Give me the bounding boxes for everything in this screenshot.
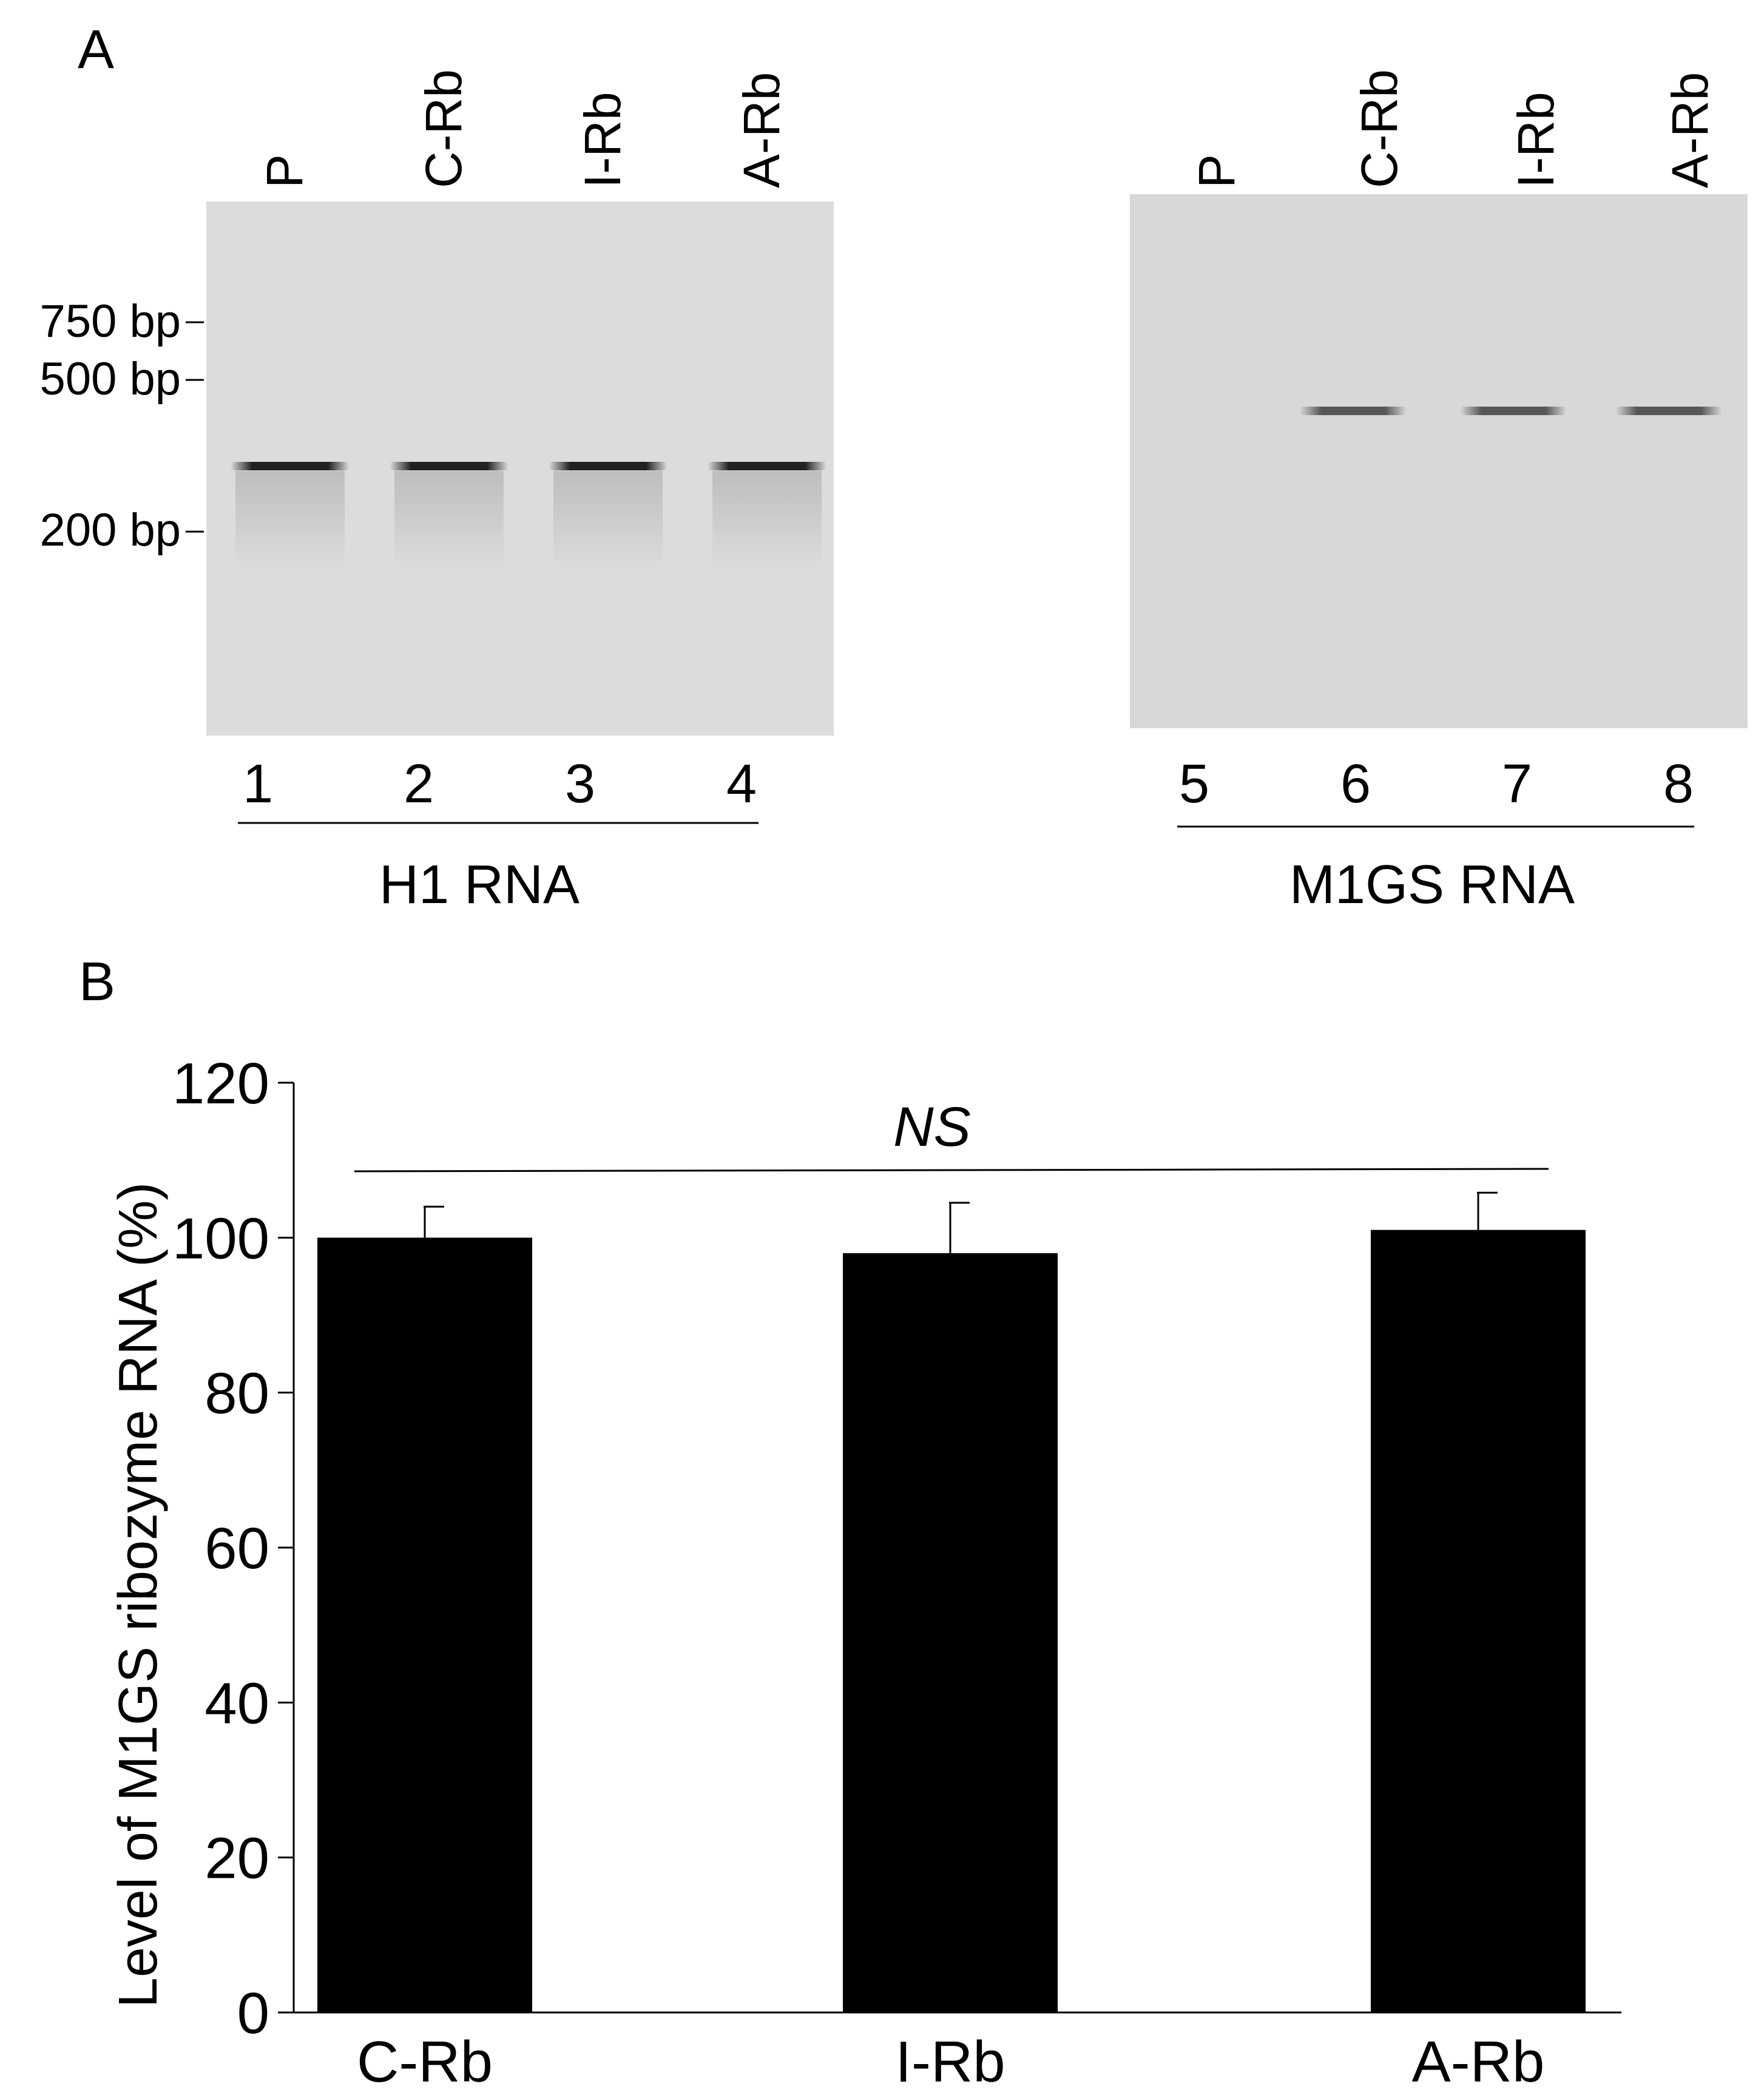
y-tick-label-120: 120: [172, 1051, 269, 1116]
ns-bracket-line: [354, 1168, 1549, 1173]
gel-left-lane-number-4: 4: [726, 754, 757, 814]
gel-left-smear-3: [553, 471, 663, 568]
gel-left-lane-header-1: P: [256, 154, 313, 188]
bar-chart: Level of M1GS ribozyme RNA (%) 0 20 40 60 80…: [108, 1051, 1621, 2094]
y-ticks: 0 20 40 60 80 100 120: [172, 1051, 294, 2046]
panel-b-letter: B: [79, 952, 115, 1012]
ns-annotation: NS: [893, 1096, 971, 1158]
x-tick-label-i-rb: I-Rb: [895, 2029, 1005, 2094]
y-tick-label-0: 0: [237, 1981, 269, 2046]
x-tick-label-a-rb: A-Rb: [1412, 2029, 1545, 2094]
gel-left-lane-header-3: I-Rb: [574, 92, 631, 188]
gel-left-smear-1: [235, 471, 345, 568]
size-marker-500: 500 bp: [40, 353, 181, 405]
y-tick-label-20: 20: [204, 1826, 269, 1891]
gel-right-image: [1130, 194, 1748, 728]
gel-left-lane-header-4: A-Rb: [733, 72, 790, 188]
gel-left-smear-4: [712, 471, 822, 568]
gel-right-lane-header-2: C-Rb: [1351, 69, 1408, 188]
gel-left-bands: [231, 462, 826, 568]
gel-left-lane-header-2: C-Rb: [415, 69, 472, 188]
gel-right-lane-number-5: 5: [1179, 754, 1209, 814]
gel-right-lane-number-8: 8: [1663, 754, 1694, 814]
gel-right-bands: [1300, 407, 1722, 415]
gel-left-smear-2: [394, 471, 504, 568]
gel-right-title: M1GS RNA: [1289, 855, 1575, 915]
bar-i-rb: [843, 1253, 1058, 2012]
gel-right-lane-number-6: 6: [1340, 754, 1371, 814]
y-tick-label-80: 80: [204, 1361, 269, 1426]
size-marker-200: 200 bp: [40, 504, 181, 556]
gel-left-title: H1 RNA: [379, 855, 580, 915]
gel-right: P C-Rb I-Rb A-Rb 5 6 7 8 M1GS RNA: [1130, 69, 1748, 915]
gel-right-band-8: [1615, 407, 1722, 415]
gel-left-lane-number-2: 2: [404, 754, 434, 814]
y-tick-label-40: 40: [204, 1671, 269, 1736]
bar-c-rb: [317, 1237, 532, 2012]
gel-left: P C-Rb I-Rb A-Rb 750 bp 500 bp 200 bp 1 …: [40, 69, 834, 915]
gel-right-band-7: [1460, 407, 1567, 415]
gel-right-lane-number-7: 7: [1502, 754, 1532, 814]
gel-right-band-6: [1300, 407, 1407, 415]
panel-a-letter: A: [78, 19, 114, 80]
bar-a-rb: [1371, 1230, 1586, 2012]
gel-left-band-4: [708, 462, 826, 470]
gel-left-band-3: [549, 462, 667, 470]
x-tick-label-c-rb: C-Rb: [357, 2029, 493, 2094]
gel-right-lane-header-4: A-Rb: [1661, 72, 1718, 188]
gel-left-band-2: [390, 462, 509, 470]
gel-right-lane-header-3: I-Rb: [1507, 92, 1564, 188]
gel-right-lane-header-1: P: [1188, 154, 1245, 188]
y-tick-label-60: 60: [204, 1516, 269, 1581]
size-marker-750: 750 bp: [40, 296, 181, 347]
y-tick-label-100: 100: [172, 1206, 269, 1271]
bars: [317, 1191, 1586, 2012]
y-axis-label: Level of M1GS ribozyme RNA (%): [108, 1182, 169, 2008]
gel-left-band-1: [231, 462, 350, 470]
x-tick-labels: C-Rb I-Rb A-Rb: [357, 2029, 1544, 2094]
gel-left-lane-number-3: 3: [565, 754, 595, 814]
gel-left-lane-number-1: 1: [243, 754, 273, 814]
